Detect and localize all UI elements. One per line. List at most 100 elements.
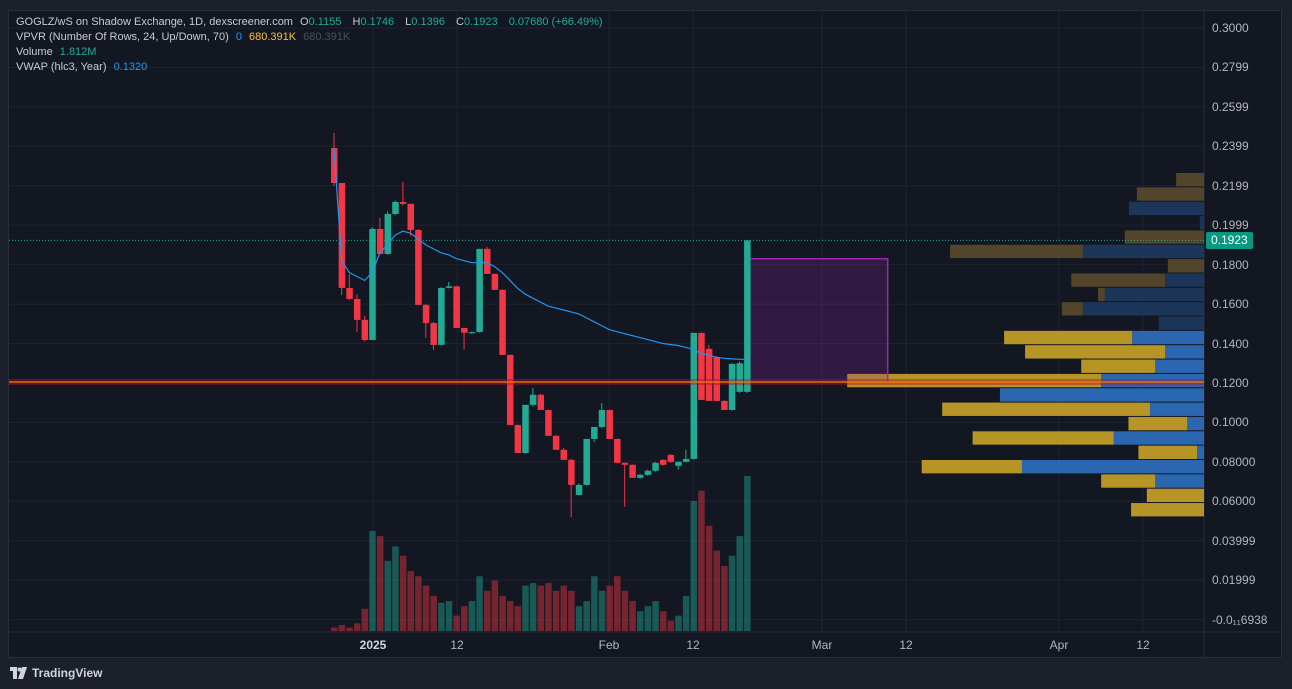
candle-body — [728, 363, 736, 410]
candle — [690, 332, 698, 460]
tradingview-icon — [10, 667, 27, 679]
candle-body — [675, 461, 682, 466]
candle — [713, 356, 720, 402]
tradingview-logo[interactable]: TradingView — [10, 666, 102, 680]
candle-body — [415, 229, 422, 305]
candle — [568, 458, 575, 518]
vpvr-legend[interactable]: VPVR (Number Of Rows, 24, Up/Down, 70) 0… — [16, 30, 354, 45]
volume-bar — [560, 585, 567, 631]
candle — [499, 289, 506, 355]
close-label: C — [456, 16, 464, 28]
volume-bar — [705, 525, 713, 631]
candle-body — [644, 470, 652, 475]
vpvr-value-1: 0 — [235, 31, 242, 43]
vpvr-up-bar — [1187, 416, 1204, 431]
candle-body — [514, 424, 522, 453]
candle-body — [667, 454, 675, 462]
candle-body — [713, 356, 720, 401]
volume-bar — [552, 590, 560, 631]
candle — [415, 229, 422, 305]
candle-body — [353, 298, 361, 320]
candle-body — [736, 363, 743, 392]
volume-bar — [698, 490, 705, 631]
vpvr-up-bar — [1149, 402, 1204, 416]
candle — [606, 409, 613, 439]
candle — [461, 327, 468, 350]
price-axis-label: 0.1600 — [1212, 297, 1249, 312]
candle — [629, 464, 636, 478]
volume-bar — [369, 530, 376, 631]
volume-bar — [514, 606, 522, 631]
time-axis-label: Feb — [598, 638, 620, 652]
open-label: O — [300, 16, 309, 28]
candle-body — [361, 319, 369, 340]
vpvr-up-bar — [1104, 287, 1204, 302]
volume-bar — [591, 576, 598, 631]
candle — [728, 363, 736, 411]
candle-body — [591, 426, 598, 439]
vwap-legend[interactable]: VWAP (hlc3, Year) 0.1320 — [16, 60, 151, 75]
candle-body — [522, 404, 529, 453]
price-axis-label: 0.2199 — [1212, 178, 1249, 193]
vpvr-down-bar — [1131, 503, 1204, 517]
volume-bar — [353, 623, 361, 631]
volume-bar — [713, 550, 720, 631]
vpvr-up-bar — [1101, 373, 1204, 388]
candle — [583, 438, 590, 486]
candle — [560, 448, 567, 460]
high-number: 0.1746 — [360, 16, 395, 28]
range-box-border — [750, 257, 889, 382]
vpvr-down-bar — [1071, 273, 1166, 287]
vpvr-down-bar — [1136, 187, 1204, 201]
vpvr-down-bar — [1025, 345, 1166, 359]
vpvr-up-bar — [1113, 431, 1204, 445]
price-axis-label: 0.2599 — [1212, 99, 1249, 114]
candle-body — [422, 304, 430, 324]
candle — [514, 424, 522, 453]
volume-bar — [637, 611, 644, 631]
volume-bar — [728, 555, 736, 631]
volume-bar — [338, 625, 346, 631]
candle — [361, 315, 369, 342]
candle-body — [614, 438, 621, 463]
volume-bar — [744, 476, 751, 631]
candle-body — [461, 327, 468, 333]
candle-body — [659, 459, 667, 465]
candle — [438, 287, 445, 346]
volume-bar — [721, 565, 728, 631]
candle — [445, 281, 453, 289]
vpvr-label: VPVR (Number Of Rows, 24, Up/Down, 70) — [16, 31, 229, 43]
volume-legend[interactable]: Volume 1.812M — [16, 45, 100, 60]
price-axis-label: 0.1200 — [1212, 375, 1249, 390]
candle-body — [499, 289, 506, 355]
volume-bar — [461, 606, 468, 631]
volume-bar — [331, 627, 338, 631]
volume-bar — [499, 595, 506, 631]
candle — [614, 438, 621, 463]
volume-bar — [392, 546, 399, 631]
candle — [637, 473, 644, 479]
volume-bar — [438, 602, 445, 631]
candle — [491, 273, 499, 290]
candle-body — [598, 409, 606, 427]
candle-body — [331, 148, 338, 183]
candle — [476, 248, 483, 333]
candle — [552, 435, 560, 450]
candle-body — [453, 286, 460, 328]
vpvr-down-bar — [1138, 445, 1198, 459]
volume-bar — [545, 583, 552, 631]
volume-bar — [644, 606, 652, 631]
candle-body — [430, 323, 437, 345]
time-axis-label: 12 — [1136, 638, 1150, 652]
candle — [522, 404, 529, 454]
candle — [721, 400, 728, 410]
candle-body — [682, 458, 690, 462]
price-axis-label: 0.2799 — [1212, 60, 1249, 75]
vpvr-up-bar — [1165, 345, 1204, 359]
candle — [621, 462, 629, 507]
volume-bar — [568, 590, 575, 631]
current-price-label: 0.1923 — [1206, 232, 1253, 249]
price-axis-label: 0.06000 — [1212, 494, 1256, 509]
price-axis-label: 0.1000 — [1212, 415, 1249, 430]
